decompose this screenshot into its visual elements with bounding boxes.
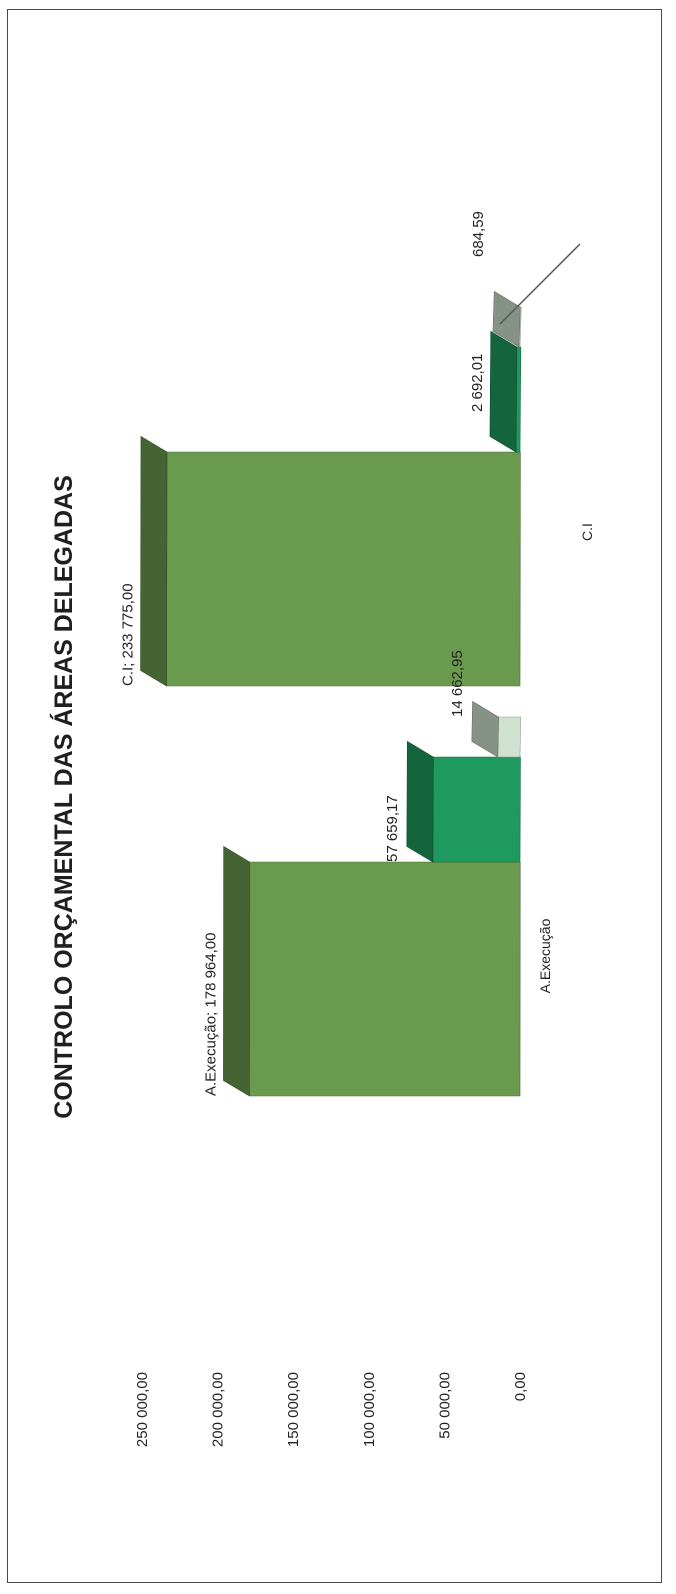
y-axis: 0,00 50 000,00 100 000,00 150 000,00 200 000… <box>134 1372 529 1447</box>
y-tick-label: 200 000,00 <box>210 1372 227 1447</box>
bar-top <box>489 330 518 453</box>
bar <box>166 451 521 687</box>
leader-line <box>499 243 581 325</box>
y-tick-label: 0,00 <box>512 1372 529 1401</box>
data-label: 57 659,17 <box>384 795 401 862</box>
x-tick-label: A.Execução <box>537 918 553 993</box>
bar-top <box>140 435 168 687</box>
bar-top <box>492 290 521 348</box>
chart-title: CONTROLO ORÇAMENTAL DAS ÁREAS DELEGADAS <box>49 475 78 1119</box>
bar-top <box>223 845 250 1097</box>
x-tick-label: C.I <box>579 523 595 541</box>
bar <box>249 861 521 1097</box>
bar-top <box>471 700 499 758</box>
y-tick-label: 50 000,00 <box>436 1372 453 1439</box>
y-tick-label: 100 000,00 <box>361 1372 378 1447</box>
data-label: 684,59 <box>470 211 487 257</box>
bar <box>497 716 522 758</box>
data-labels-group: A.Execução; 178 964,00 57 659,17 14 662,95… <box>120 211 581 1096</box>
x-axis: A.Execução C.I <box>537 523 595 993</box>
y-tick-label: 150 000,00 <box>285 1372 302 1447</box>
bar <box>432 756 521 863</box>
bar-top <box>406 740 434 863</box>
y-tick-label: 250 000,00 <box>134 1372 151 1447</box>
data-label: C.I; 233 775,00 <box>120 583 137 686</box>
data-label: A.Execução; 178 964,00 <box>202 933 219 1096</box>
bars-group <box>140 290 522 1097</box>
data-label: 2 692,01 <box>469 354 486 412</box>
data-label: 14 662,95 <box>449 650 466 717</box>
